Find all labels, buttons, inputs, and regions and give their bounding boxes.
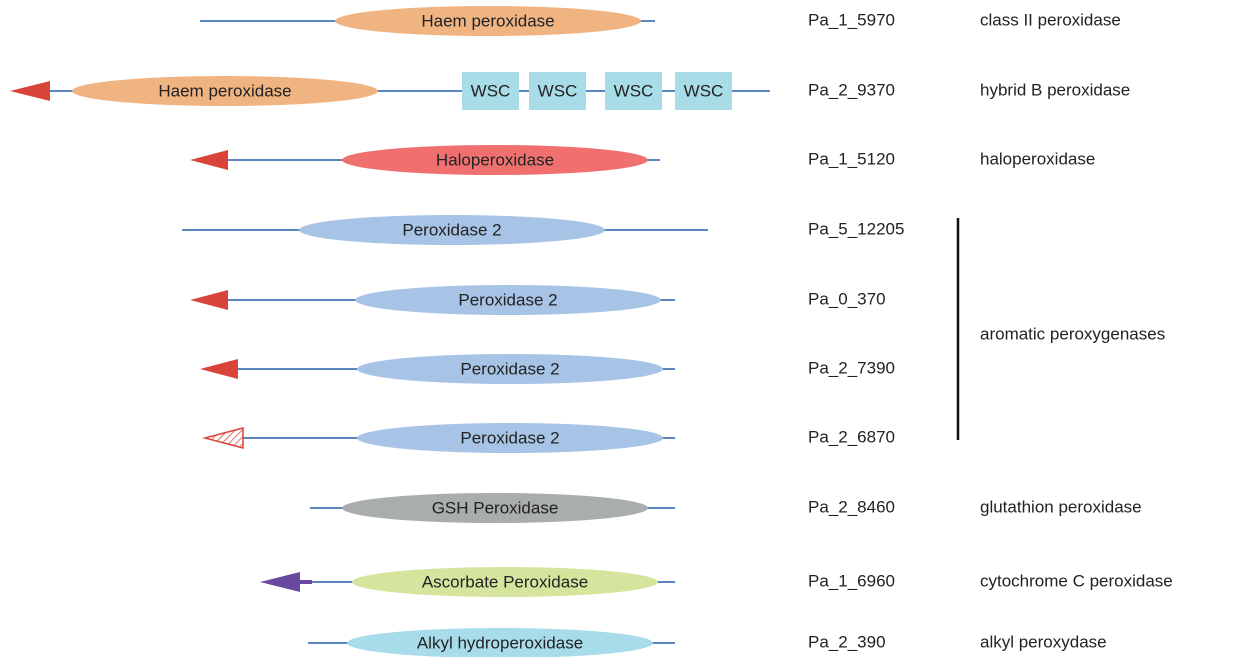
gene-id: Pa_2_390 (808, 632, 886, 651)
wsc-label: WSC (684, 81, 724, 100)
wsc-label: WSC (471, 81, 511, 100)
domain-label: Haem peroxidase (421, 11, 554, 30)
gene-id: Pa_2_8460 (808, 497, 895, 516)
wsc-domain (529, 72, 586, 110)
domain (335, 6, 641, 36)
domain (355, 285, 661, 315)
gene-id: Pa_5_12205 (808, 219, 904, 238)
domain (72, 76, 378, 106)
class-label: haloperoxidase (980, 149, 1095, 168)
domain (299, 215, 605, 245)
arrow (190, 290, 228, 310)
arrow (200, 359, 238, 379)
domain-label: Haem peroxidase (158, 81, 291, 100)
domain-label: Ascorbate Peroxidase (422, 572, 588, 591)
wsc-label: WSC (538, 81, 578, 100)
domain (357, 423, 663, 453)
arrow (10, 81, 50, 101)
class-label: alkyl peroxydase (980, 632, 1107, 651)
domain-label: Haloperoxidase (436, 150, 554, 169)
arrow (202, 427, 244, 449)
domain-label: Peroxidase 2 (460, 428, 559, 447)
domain-label: GSH Peroxidase (432, 498, 559, 517)
domain-label: Alkyl hydroperoxidase (417, 633, 583, 652)
domain (357, 354, 663, 384)
arrow (260, 572, 300, 592)
gene-id: Pa_1_5970 (808, 10, 895, 29)
domain-label: Peroxidase 2 (458, 290, 557, 309)
gene-id: Pa_2_7390 (808, 358, 895, 377)
group-label: aromatic peroxygenases (980, 324, 1165, 343)
gene-id: Pa_2_9370 (808, 80, 895, 99)
wsc-label: WSC (614, 81, 654, 100)
gene-id: Pa_0_370 (808, 289, 886, 308)
gene-id: Pa_2_6870 (808, 427, 895, 446)
arrow (190, 150, 228, 170)
domain (342, 493, 648, 523)
domain-label: Peroxidase 2 (460, 359, 559, 378)
class-label: hybrid B peroxidase (980, 80, 1130, 99)
class-label: glutathion peroxidase (980, 497, 1142, 516)
domain (347, 628, 653, 658)
domain-label: Peroxidase 2 (402, 220, 501, 239)
gene-id: Pa_1_5120 (808, 149, 895, 168)
wsc-domain (675, 72, 732, 110)
class-label: class II peroxidase (980, 10, 1121, 29)
gene-id: Pa_1_6960 (808, 571, 895, 590)
domain (352, 567, 658, 597)
wsc-domain (462, 72, 519, 110)
class-label: cytochrome C peroxidase (980, 571, 1173, 590)
domain (342, 145, 648, 175)
wsc-domain (605, 72, 662, 110)
